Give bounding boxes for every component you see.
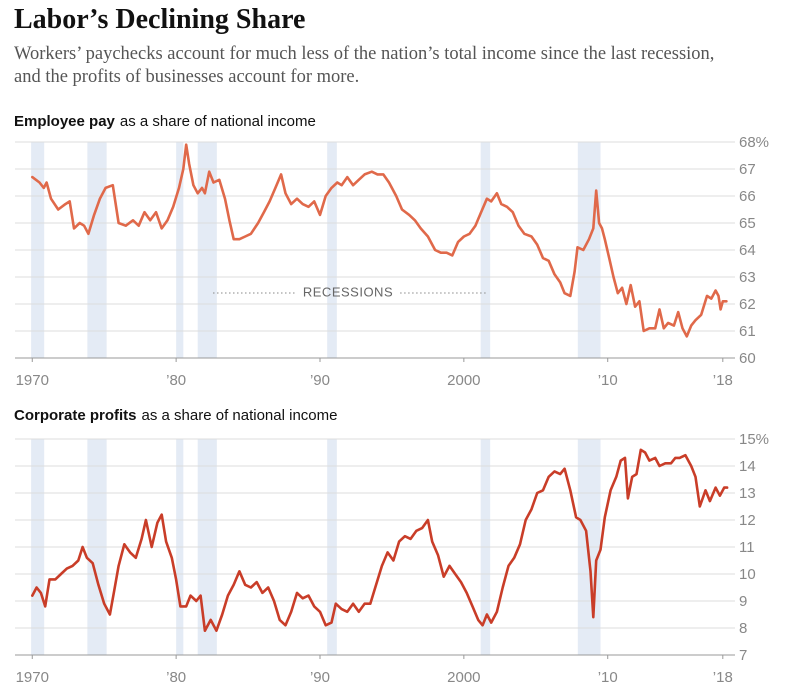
x-tick-label: ’80	[166, 669, 186, 686]
y-tick-label: 13	[739, 485, 756, 502]
x-tick-label: ’18	[713, 669, 733, 686]
y-tick-label: 8	[739, 620, 747, 637]
y-tick-label: 64	[739, 242, 756, 259]
y-tick-label: 60	[739, 350, 756, 367]
y-tick-label: 10	[739, 566, 756, 583]
y-tick-label: 11	[739, 539, 755, 556]
data-line	[30, 143, 728, 338]
panel-title: Employee pay as a share of national incom…	[14, 113, 316, 130]
y-tick-label: 65	[739, 215, 756, 232]
x-tick-label: 1970	[16, 372, 49, 389]
y-tick-label: 63	[739, 269, 756, 286]
y-tick-label: 7	[739, 647, 747, 664]
y-tick-label: 12	[739, 512, 756, 529]
panel-title-bold: Corporate profits	[14, 407, 137, 424]
y-tick-label: 14	[739, 458, 756, 475]
subtitle: Workers’ paychecks account for much less…	[14, 44, 715, 87]
data-line	[30, 448, 729, 632]
x-tick-label: ’10	[598, 669, 618, 686]
y-tick-label: 68%	[739, 134, 769, 151]
annotation: RECESSIONS	[303, 284, 393, 299]
y-tick-label: 62	[739, 296, 756, 313]
x-tick-label: ’90	[310, 372, 330, 389]
panel-title-rest: as a share of national income	[142, 407, 338, 424]
headline: Labor’s Declining Share	[14, 4, 306, 35]
x-tick-label: ’90	[310, 669, 330, 686]
y-tick-label: 66	[739, 188, 756, 205]
y-tick-label: 67	[739, 161, 756, 178]
panel-title-bold: Employee pay	[14, 113, 116, 130]
y-tick-label: 61	[739, 323, 756, 340]
panel-title: Corporate profits as a share of national …	[14, 407, 337, 424]
y-tick-label: 15%	[739, 431, 769, 448]
x-tick-label: 2000	[447, 669, 480, 686]
x-tick-label: 2000	[447, 372, 480, 389]
x-tick-label: ’18	[713, 372, 733, 389]
x-tick-label: ’80	[166, 372, 186, 389]
y-tick-label: 9	[739, 593, 747, 610]
x-tick-label: 1970	[16, 669, 49, 686]
panel-title-rest: as a share of national income	[120, 113, 316, 130]
x-tick-label: ’10	[598, 372, 618, 389]
